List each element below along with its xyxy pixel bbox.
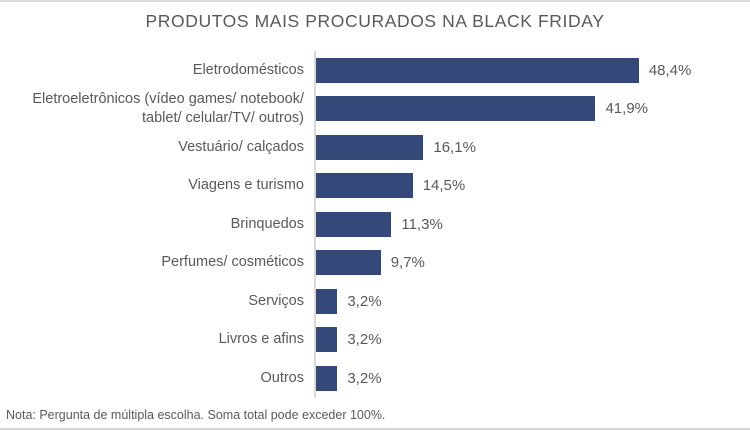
category-label: Brinquedos [230,215,304,232]
bar [316,288,338,314]
value-label: 14,5% [422,177,466,195]
chart-note: Nota: Pergunta de múltipla escolha. Soma… [6,408,386,422]
category-label: Eletrodomésticos [192,61,304,78]
bar-row: Viagens e turismo 14,5% [0,166,750,205]
chart-title: PRODUTOS MAIS PROCURADOS NA BLACK FRIDAY [145,11,605,31]
category-label: Serviços [248,292,304,309]
category-label: Livros e afins [218,331,304,348]
bar [316,96,596,122]
category-label: Vestuário/ calçados [178,138,304,155]
bar [316,327,338,353]
bar-row: Outros 3,2% [0,359,750,398]
bar-track: 3,2% [314,282,750,321]
bar-row: Vestuário/ calçados 16,1% [0,128,750,167]
category-label: Viagens e turismo [188,177,304,194]
bar [316,250,381,276]
value-label: 48,4% [648,61,692,79]
bar-track: 3,2% [314,359,750,398]
bar-row: Brinquedos 11,3% [0,205,750,244]
bar-track: 9,7% [314,243,750,282]
bar-track: 16,1% [314,128,750,167]
bar [316,211,392,237]
value-label: 41,9% [605,100,649,118]
bar-row: Livros e afins 3,2% [0,320,750,359]
bar-track: 48,4% [314,51,750,90]
value-label: 3,2% [347,369,382,387]
bar [316,57,639,83]
bar-row: Eletrodomésticos 48,4% [0,51,750,90]
category-label: Outros [260,369,304,386]
value-label: 16,1% [433,138,476,156]
bar-track: 14,5% [314,166,750,205]
value-label: 3,2% [347,331,382,349]
category-label: Perfumes/ cosméticos [161,254,304,271]
bar [316,173,413,199]
value-label: 3,2% [347,292,382,310]
bar [316,365,338,391]
bar-row: Perfumes/ cosméticos 9,7% [0,243,750,282]
bar-track: 3,2% [314,320,750,359]
bar-track: 11,3% [314,205,750,244]
bar-row: Serviços 3,2% [0,282,750,321]
bar-row: Eletroeletrônicos (vídeo games/ notebook… [0,89,750,128]
category-label: Eletroeletrônicos (vídeo games/ notebook… [32,90,304,126]
value-label: 11,3% [401,215,443,233]
value-label: 9,7% [390,254,425,272]
plot-area: Eletrodomésticos 48,4% Eletroeletrônicos (… [0,51,750,398]
bar-track: 41,9% [314,89,750,128]
bar [316,134,424,160]
